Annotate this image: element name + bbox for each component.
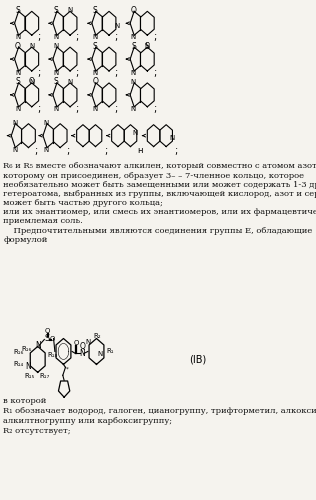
Text: приемлемая соль.: приемлемая соль.	[3, 218, 83, 226]
Text: N: N	[133, 130, 138, 136]
Text: O: O	[50, 336, 55, 342]
Text: (IB): (IB)	[190, 354, 207, 364]
Text: или их энантиомер, или смесь их энантиомеров, или их фармацевтически: или их энантиомер, или смесь их энантиом…	[3, 208, 316, 216]
Text: O: O	[15, 42, 21, 50]
Text: ;: ;	[66, 146, 69, 156]
Text: ;: ;	[175, 146, 178, 156]
Text: ;: ;	[37, 68, 41, 78]
Text: N: N	[25, 362, 31, 372]
Text: ;: ;	[115, 32, 118, 42]
Text: N: N	[169, 135, 174, 141]
Text: S: S	[15, 78, 20, 86]
Text: ;: ;	[76, 104, 79, 114]
Text: N: N	[93, 34, 98, 40]
Text: S: S	[15, 6, 20, 15]
Text: ;: ;	[34, 146, 37, 156]
Text: O: O	[44, 328, 50, 334]
Text: N: N	[29, 43, 34, 49]
Text: O: O	[73, 340, 79, 346]
Text: N: N	[54, 70, 59, 76]
Text: O: O	[29, 78, 35, 86]
Text: формулой: формулой	[3, 236, 48, 244]
Text: N: N	[54, 106, 59, 112]
Text: R₁₆: R₁₆	[21, 346, 32, 352]
Text: ;: ;	[76, 68, 79, 78]
Text: в которой: в которой	[3, 397, 47, 405]
Text: N: N	[44, 120, 49, 126]
Text: N: N	[29, 79, 34, 85]
Text: R₁₈: R₁₈	[47, 352, 57, 358]
Text: N: N	[12, 120, 17, 126]
Text: O: O	[131, 6, 137, 15]
Text: S: S	[131, 42, 136, 50]
Text: N: N	[54, 34, 59, 40]
Text: N: N	[67, 79, 73, 85]
Text: N: N	[131, 106, 136, 112]
Text: ;: ;	[104, 146, 107, 156]
Text: ;: ;	[76, 32, 79, 42]
Text: необязательно может быть замещенными или может содержать 1-3 других: необязательно может быть замещенными или…	[3, 181, 316, 189]
Text: N: N	[67, 8, 73, 14]
Text: N: N	[15, 106, 21, 112]
Text: алкилтногруппу или карбоксигруппу;: алкилтногруппу или карбоксигруппу;	[3, 417, 173, 425]
Text: N: N	[130, 79, 136, 85]
Text: S: S	[54, 6, 58, 15]
Text: R₁₆: R₁₆	[14, 350, 24, 356]
Text: S: S	[93, 6, 98, 15]
Text: S: S	[145, 42, 150, 50]
Text: N: N	[35, 341, 41, 350]
Text: R₁: R₁	[106, 348, 114, 354]
Text: N: N	[44, 146, 49, 152]
Text: N: N	[12, 146, 17, 152]
Text: O: O	[92, 78, 98, 86]
Text: R₁₄: R₁₄	[14, 362, 24, 368]
Text: N: N	[53, 43, 58, 49]
Text: ;: ;	[153, 32, 156, 42]
Text: R₆ и R₅ вместе обозначают алкилен, который совместно с атомом азота, к: R₆ и R₅ вместе обозначают алкилен, котор…	[3, 162, 316, 170]
Text: N: N	[15, 70, 21, 76]
Text: N: N	[79, 349, 85, 358]
Text: Предпочтительными являются соединения группы E, обладающие: Предпочтительными являются соединения гр…	[3, 226, 313, 234]
Text: S: S	[54, 78, 58, 86]
Text: ;: ;	[153, 104, 156, 114]
Text: N: N	[131, 70, 136, 76]
Text: N: N	[93, 106, 98, 112]
Text: N: N	[131, 34, 136, 40]
Text: N: N	[97, 352, 102, 358]
Text: ;: ;	[37, 32, 41, 42]
Text: ;: ;	[153, 68, 156, 78]
Text: N: N	[85, 339, 90, 345]
Text: R₂: R₂	[93, 332, 101, 338]
Text: которому он присоединен, образует 3– – 7-членное кольцо, которое: которому он присоединен, образует 3– – 7…	[3, 172, 304, 179]
Text: R₁₅: R₁₅	[25, 374, 35, 380]
Text: N: N	[93, 70, 98, 76]
Text: S: S	[93, 42, 98, 50]
Text: N: N	[15, 34, 21, 40]
Text: гетероатома, выбранных из группы, включающей кислород, азот и серу, или: гетероатома, выбранных из группы, включа…	[3, 190, 316, 198]
Text: ;: ;	[115, 104, 118, 114]
Text: н: н	[137, 146, 143, 155]
Text: N: N	[145, 43, 150, 49]
Text: Q: Q	[80, 342, 86, 351]
Text: N: N	[114, 23, 119, 29]
Text: может быть частью другого кольца;: может быть частью другого кольца;	[3, 199, 163, 207]
Text: *: *	[65, 367, 68, 372]
Text: R₂ отсутствует;: R₂ отсутствует;	[3, 427, 71, 435]
Text: ;: ;	[115, 68, 118, 78]
Text: S: S	[44, 334, 50, 343]
Text: R₁ обозначает водород, галоген, цианогруппу, трифторметил, алкоксигруппу,: R₁ обозначает водород, галоген, цианогру…	[3, 407, 316, 415]
Text: ;: ;	[37, 104, 41, 114]
Text: R₁₇: R₁₇	[39, 374, 49, 380]
